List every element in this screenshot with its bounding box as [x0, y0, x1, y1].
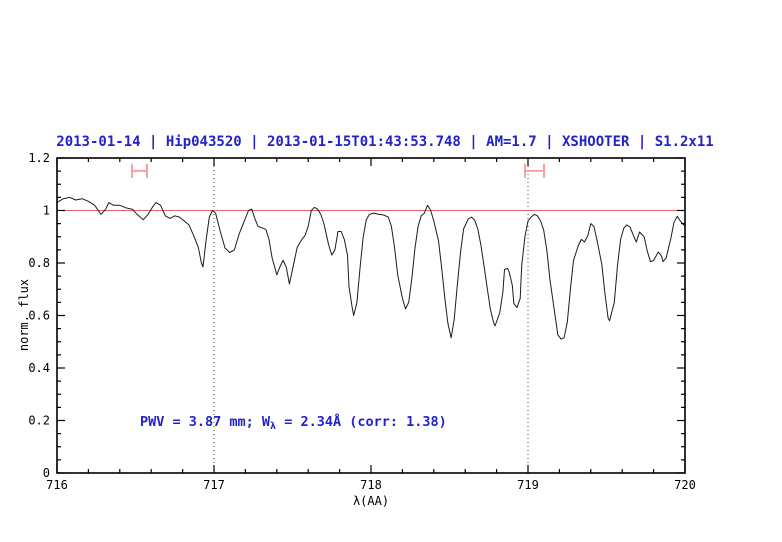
- x-axis-label: λ(AA): [352, 494, 390, 508]
- y-tick-label: 1: [43, 204, 50, 218]
- pwv-annotation-pre: PWV = 3.87 mm; W: [140, 414, 271, 430]
- telluric-spectrum-line: [56, 196, 686, 340]
- pwv-annotation: PWV = 3.87 mm; Wλ = 2.34Å (corr: 1.38): [140, 414, 447, 432]
- pwv-annotation-lambda-subscript: λ: [270, 421, 277, 432]
- y-tick-label: 0.8: [28, 256, 50, 270]
- y-tick-label: 0.4: [28, 361, 50, 375]
- x-tick-label: 719: [517, 478, 539, 492]
- y-tick-label: 0: [43, 466, 50, 480]
- x-tick-label: 720: [674, 478, 696, 492]
- interval-marker-1: [131, 163, 148, 178]
- x-tick-label: 717: [203, 478, 225, 492]
- interval-marker-2: [524, 163, 546, 178]
- y-tick-label: 1.2: [28, 151, 50, 165]
- plot-title: 2013-01-14 | Hip043520 | 2013-01-15T01:4…: [56, 134, 714, 150]
- x-tick-label: 716: [46, 478, 68, 492]
- pwv-annotation-post: = 2.34Å (corr: 1.38): [276, 414, 447, 430]
- y-tick-label: 0.6: [28, 309, 50, 323]
- x-tick-label: 718: [360, 478, 382, 492]
- y-axis-label: norm. flux: [17, 278, 31, 352]
- y-tick-label: 0.2: [28, 414, 50, 428]
